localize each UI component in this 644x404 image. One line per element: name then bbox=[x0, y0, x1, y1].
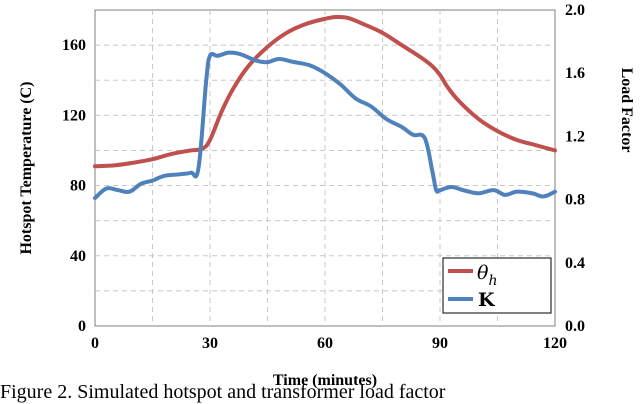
y-right-tick-label: 2.0 bbox=[565, 2, 585, 19]
legend-label-k: K bbox=[478, 289, 496, 311]
y-left-tick-label: 160 bbox=[62, 37, 86, 54]
grid-lines bbox=[95, 10, 555, 326]
y-right-tick-label: 0.4 bbox=[565, 255, 585, 272]
y-right-tick-label: 1.6 bbox=[565, 65, 585, 82]
tick-labels: 0 30 60 90 120 0 40 80 120 160 0.0 0.4 0.8 1.2 1.6 2.0 bbox=[62, 2, 585, 352]
y-axis-right-title: Load Factor bbox=[618, 68, 635, 153]
legend-label-theta: θh bbox=[477, 262, 497, 289]
legend: θh K bbox=[442, 257, 552, 314]
x-axis-title: Time (minutes) bbox=[273, 372, 377, 389]
y-left-tick-label: 40 bbox=[70, 248, 86, 265]
series-layer bbox=[93, 14, 557, 201]
legend-box bbox=[442, 257, 552, 314]
y-right-tick-label: 1.2 bbox=[565, 128, 585, 145]
series-line-k bbox=[93, 50, 557, 201]
x-tick-label: 90 bbox=[432, 335, 448, 352]
y-axis-left-title: Hotspot Temperature (C) bbox=[18, 81, 35, 254]
x-tick-label: 120 bbox=[543, 335, 567, 352]
y-left-tick-label: 0 bbox=[78, 318, 86, 335]
series-line-theta bbox=[93, 14, 557, 169]
y-left-tick-label: 120 bbox=[62, 107, 86, 124]
x-tick-label: 30 bbox=[202, 335, 218, 352]
x-tick-label: 0 bbox=[91, 335, 99, 352]
figure-caption: Figure 2. Simulated hotspot and transfor… bbox=[0, 381, 446, 403]
y-right-tick-label: 0.0 bbox=[565, 318, 585, 335]
y-left-tick-label: 80 bbox=[70, 178, 86, 195]
x-tick-label: 60 bbox=[317, 335, 333, 352]
y-right-tick-label: 0.8 bbox=[565, 192, 585, 209]
